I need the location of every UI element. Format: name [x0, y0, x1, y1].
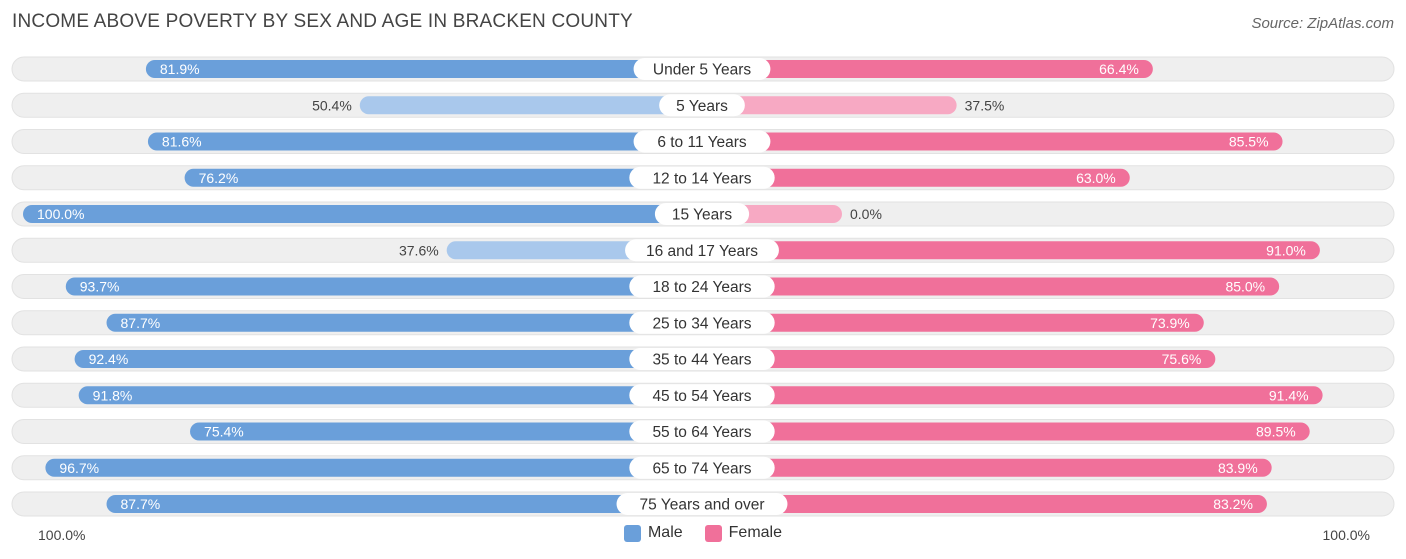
value-label-male: 37.6% — [399, 242, 439, 258]
source-credit: Source: ZipAtlas.com — [1251, 15, 1394, 32]
category-pill — [629, 166, 775, 189]
bar-male — [23, 205, 702, 223]
value-label-female: 37.5% — [965, 97, 1005, 113]
value-label-male: 81.9% — [160, 61, 200, 77]
bar-female — [702, 350, 1216, 368]
bar-male — [184, 168, 703, 187]
value-label-female: 83.2% — [1213, 496, 1253, 512]
value-label-male: 100.0% — [37, 206, 84, 222]
value-label-male: 75.4% — [204, 424, 244, 440]
bar-female — [702, 386, 1323, 405]
legend-swatch-male — [623, 524, 641, 542]
category-pill — [629, 384, 775, 407]
bar-male — [78, 386, 703, 405]
legend-item-male[interactable]: Male — [623, 524, 683, 542]
value-label-male: 92.4% — [89, 351, 129, 367]
category-label: 18 to 24 Years — [652, 279, 751, 296]
bar-male — [65, 277, 703, 296]
category-label: 75 Years and over — [640, 497, 765, 514]
value-label-male: 91.8% — [93, 387, 133, 403]
bar-female — [702, 132, 1283, 151]
category-label: 12 to 14 Years — [652, 170, 751, 187]
value-label-female: 75.6% — [1162, 351, 1202, 367]
category-label: 35 to 44 Years — [652, 352, 751, 369]
legend-item-female[interactable]: Female — [704, 524, 783, 542]
value-label-male: 76.2% — [199, 170, 239, 186]
bar-female — [702, 422, 1310, 441]
bar-male — [359, 96, 702, 115]
category-pill — [629, 420, 775, 443]
category-label: 6 to 11 Years — [657, 134, 747, 151]
category-label: 45 to 54 Years — [652, 388, 751, 405]
value-label-male: 93.7% — [80, 279, 120, 295]
bar-female — [702, 277, 1280, 296]
value-label-female: 0.0% — [850, 206, 882, 222]
category-pill — [616, 493, 788, 515]
category-label: 55 to 64 Years — [652, 424, 751, 441]
value-label-female: 85.0% — [1225, 279, 1265, 295]
value-label-female: 85.5% — [1229, 134, 1269, 150]
legend: Male Female — [0, 524, 1406, 542]
category-pill — [629, 456, 775, 479]
legend-label-female: Female — [728, 524, 783, 541]
value-label-male: 81.6% — [162, 134, 202, 150]
bar-male — [190, 422, 702, 441]
value-label-female: 89.5% — [1256, 424, 1296, 440]
value-label-male: 96.7% — [59, 460, 99, 476]
category-label: 65 to 74 Years — [652, 460, 751, 477]
category-pill — [633, 58, 771, 80]
value-label-male: 50.4% — [312, 97, 352, 113]
category-pill — [659, 94, 745, 117]
axis-right-label: 100.0% — [1322, 527, 1370, 543]
category-label: Under 5 Years — [653, 62, 751, 79]
category-label: 25 to 34 Years — [652, 315, 751, 332]
legend-swatch-female — [704, 524, 722, 542]
category-pill — [654, 203, 750, 225]
bar-male — [106, 495, 703, 513]
bar-female — [702, 60, 1153, 78]
bar-male — [106, 313, 703, 332]
value-label-female: 66.4% — [1099, 61, 1139, 77]
bar-female — [702, 495, 1267, 513]
value-label-male: 87.7% — [121, 315, 161, 331]
bar-male — [147, 132, 702, 151]
category-label: 5 Years — [676, 98, 728, 115]
diverging-bar-chart: 81.9% 66.4% Under 5 Years 50.4% 37.5% 5 Years… — [11, 56, 1395, 517]
category-pill — [629, 275, 775, 298]
category-pill — [629, 348, 775, 370]
bar-male — [45, 458, 703, 477]
bar-female — [702, 313, 1204, 332]
axis-left-label: 100.0% — [38, 527, 86, 543]
bar-male — [74, 350, 702, 368]
category-pill — [633, 130, 771, 153]
category-label: 15 Years — [672, 207, 733, 224]
bar-female — [702, 168, 1130, 187]
value-label-female: 73.9% — [1150, 315, 1190, 331]
value-label-female: 91.4% — [1269, 387, 1309, 403]
category-pill — [625, 239, 779, 262]
bar-female — [702, 96, 957, 115]
chart-title: INCOME ABOVE POVERTY BY SEX AND AGE IN B… — [12, 11, 633, 32]
value-label-female: 83.9% — [1218, 460, 1258, 476]
legend-label-male: Male — [647, 524, 683, 541]
value-label-male: 87.7% — [121, 496, 161, 512]
value-label-female: 91.0% — [1266, 242, 1306, 258]
bar-female — [702, 241, 1320, 260]
bar-female — [702, 458, 1272, 477]
value-label-female: 63.0% — [1076, 170, 1116, 186]
bar-male — [145, 60, 703, 78]
category-pill — [629, 311, 775, 334]
category-label: 16 and 17 Years — [646, 243, 758, 260]
